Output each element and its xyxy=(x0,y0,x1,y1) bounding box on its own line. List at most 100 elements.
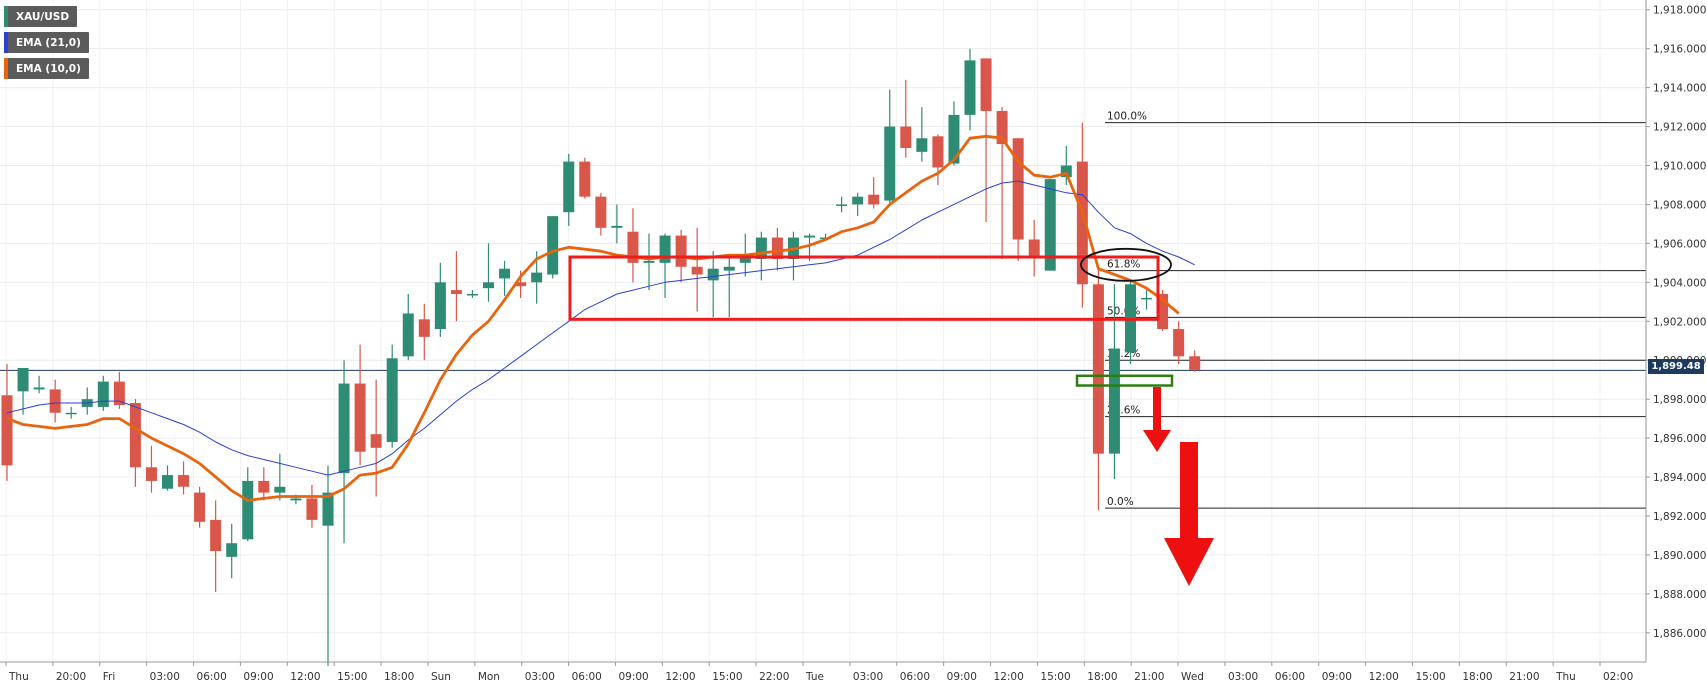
x-tick-label: 15:00 xyxy=(337,671,367,683)
candle-body xyxy=(370,434,382,448)
candle-body xyxy=(178,475,190,487)
legend-symbol[interactable]: XAU/USD xyxy=(4,6,78,27)
candle-body xyxy=(515,282,527,287)
candle-body xyxy=(290,498,302,501)
x-tick-label: 12:00 xyxy=(665,671,695,683)
candle-body xyxy=(579,161,591,197)
x-tick-label: 18:00 xyxy=(1462,671,1492,683)
candle-body xyxy=(675,235,687,267)
legend-symbol-label: XAU/USD xyxy=(16,10,70,23)
candle-body xyxy=(258,480,270,493)
candle-body xyxy=(755,237,767,259)
candle-body xyxy=(49,389,61,413)
y-tick-label: 1,904.000 xyxy=(1653,277,1706,289)
x-tick-label: 06:00 xyxy=(197,671,227,683)
candle-body xyxy=(691,266,703,275)
x-tick-label: 02:00 xyxy=(1603,671,1633,683)
y-tick-label: 1,908.000 xyxy=(1653,199,1706,211)
y-tick-label: 1,916.000 xyxy=(1653,44,1706,56)
candle-body xyxy=(1012,138,1024,240)
candle-body xyxy=(434,282,446,330)
candle-body xyxy=(33,387,45,390)
y-tick-label: 1,892.000 xyxy=(1653,511,1706,523)
x-tick-label: 06:00 xyxy=(900,671,930,683)
candle-body xyxy=(739,257,751,263)
candle-body xyxy=(643,260,655,263)
candle-body xyxy=(595,196,607,228)
candle-body xyxy=(547,216,559,275)
candle-body xyxy=(916,138,928,152)
candle-body xyxy=(948,114,960,164)
candle-body xyxy=(499,268,511,279)
x-tick-label: 09:00 xyxy=(243,671,273,683)
resistance-zone-box xyxy=(568,255,1160,321)
small-down-arrow xyxy=(1143,387,1171,452)
candle-body xyxy=(386,358,398,442)
x-tick-label: 21:00 xyxy=(1509,671,1539,683)
price-axis-bg xyxy=(1646,0,1707,687)
x-tick-label: 03:00 xyxy=(1228,671,1258,683)
candle-body xyxy=(563,161,575,213)
ema-21-color-swatch xyxy=(4,32,8,53)
candle-body xyxy=(226,543,238,557)
candle-body xyxy=(531,272,543,283)
candle-body xyxy=(804,235,815,238)
y-tick-label: 1,906.000 xyxy=(1653,238,1706,250)
fib-level-label: 100.0% xyxy=(1107,111,1147,123)
candle-body xyxy=(836,204,848,206)
y-tick-label: 1,898.000 xyxy=(1653,394,1706,406)
y-tick-label: 1,896.000 xyxy=(1653,433,1706,445)
candle-body xyxy=(1076,161,1088,285)
candle-body xyxy=(723,266,735,271)
candle-body xyxy=(884,126,896,201)
candle-body xyxy=(707,268,719,281)
candle-body xyxy=(627,231,639,263)
grid-lines xyxy=(0,0,1646,662)
legend-ema-21-label: EMA (21,0) xyxy=(16,36,81,49)
y-tick-label: 1,894.000 xyxy=(1653,472,1706,484)
candle-body xyxy=(932,136,944,168)
candle-body xyxy=(338,383,350,474)
y-tick-label: 1,888.000 xyxy=(1653,589,1706,601)
x-tick-label: Wed xyxy=(1181,671,1204,683)
support-box xyxy=(1075,374,1174,387)
legend-ema-21[interactable]: EMA (21,0) xyxy=(4,32,89,53)
x-tick-label: Mon xyxy=(478,671,500,683)
candle-body xyxy=(1,395,13,466)
y-tick-label: 1,914.000 xyxy=(1653,83,1706,95)
x-tick-label: 06:00 xyxy=(1275,671,1305,683)
x-tick-label: 09:00 xyxy=(1322,671,1352,683)
x-tick-label: Thu xyxy=(8,671,29,683)
x-tick-label: 09:00 xyxy=(618,671,648,683)
candle-body xyxy=(1157,294,1169,330)
candle-body xyxy=(242,480,254,540)
x-tick-label: Fri xyxy=(103,671,116,683)
candle-body xyxy=(852,196,864,205)
x-tick-label: 12:00 xyxy=(994,671,1024,683)
x-tick-label: 21:00 xyxy=(1134,671,1164,683)
y-tick-label: 1,886.000 xyxy=(1653,628,1706,640)
x-tick-label: 18:00 xyxy=(384,671,414,683)
x-tick-label: 09:00 xyxy=(947,671,977,683)
x-tick-label: 03:00 xyxy=(525,671,555,683)
x-tick-label: 18:00 xyxy=(1087,671,1117,683)
legend-ema-10[interactable]: EMA (10,0) xyxy=(4,58,89,79)
candle-body xyxy=(900,126,912,148)
candle-body xyxy=(771,237,783,259)
x-tick-label: 06:00 xyxy=(572,671,602,683)
x-tick-label: Tue xyxy=(805,671,824,683)
x-tick-label: Sun xyxy=(431,671,451,683)
candle-body xyxy=(97,381,109,407)
y-tick-label: 1,902.000 xyxy=(1653,316,1706,328)
candle-body xyxy=(980,58,992,111)
x-tick-label: 20:00 xyxy=(56,671,86,683)
candle-body xyxy=(17,367,29,392)
candle-body xyxy=(483,282,494,289)
candle-body xyxy=(194,492,206,522)
y-tick-label: 1,910.000 xyxy=(1653,161,1706,173)
candle-body xyxy=(450,290,462,295)
candle-body xyxy=(1141,297,1153,300)
fib-618-circle xyxy=(1080,247,1172,282)
candle-body xyxy=(162,475,173,489)
